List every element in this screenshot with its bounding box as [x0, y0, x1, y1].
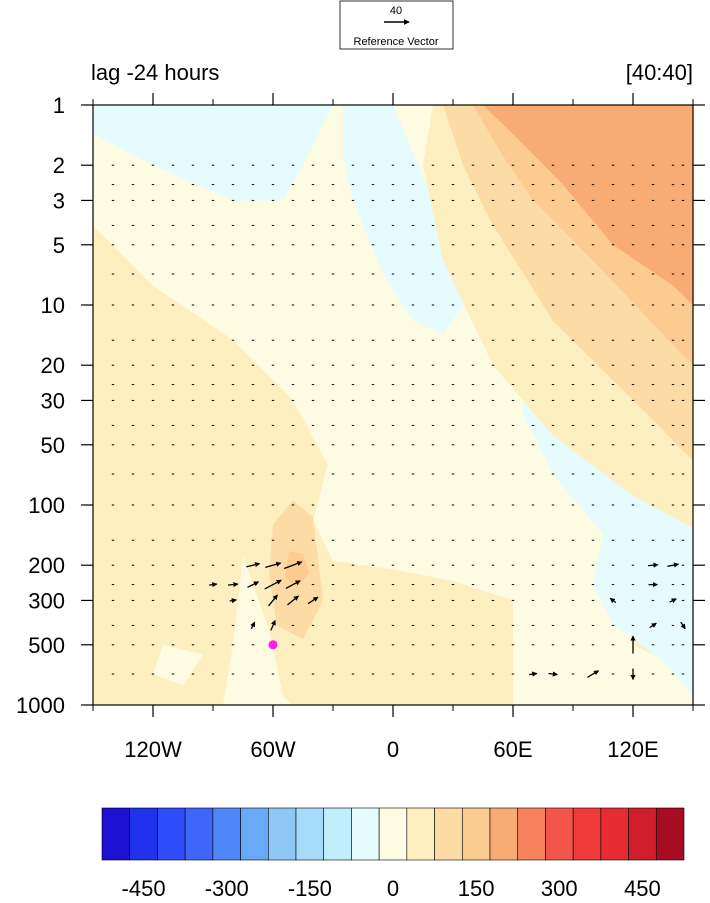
x-tick-label: 120W [124, 737, 182, 762]
wind-vector-arrow [649, 622, 657, 629]
contour-region [223, 556, 293, 705]
y-tick-label: 5 [53, 233, 65, 258]
wind-vector-arrow [669, 598, 677, 604]
y-tick-label: 20 [41, 353, 65, 378]
contour-region [193, 668, 217, 688]
wind-vector-arrow [283, 561, 303, 570]
chart-title-right: [40:40] [626, 60, 693, 85]
x-tick-label: 60W [250, 737, 295, 762]
wind-vector-arrow [307, 596, 319, 605]
wind-vector-arrow [609, 597, 617, 604]
colorbar-tick-label: 300 [541, 876, 578, 898]
colorbar-swatch [434, 807, 463, 861]
wind-vector-arrow [680, 621, 686, 630]
contour-region [93, 105, 333, 201]
colorbar-swatch [212, 807, 241, 861]
marker-layer [268, 640, 278, 650]
y-tick-label: 30 [41, 388, 65, 413]
y-tick-label: 10 [41, 293, 65, 318]
colorbar-swatch [351, 807, 380, 861]
contour-fill-layer [93, 105, 693, 705]
y-tick-label: 500 [28, 633, 65, 658]
wind-vector-arrow [268, 594, 278, 607]
wind-vector-arrow [667, 562, 680, 568]
contour-region [285, 551, 309, 588]
wind-vector-arrow [209, 582, 218, 588]
wind-vector-arrow [529, 671, 538, 677]
wind-vector-arrow [270, 619, 276, 631]
colorbar-swatch [489, 807, 519, 861]
wind-vector-arrow [246, 562, 261, 568]
colorbar: -450 -300 -150 0 150 300 450 [101, 807, 685, 901]
colorbar-swatch [240, 807, 269, 861]
x-tick-label: 0 [387, 737, 399, 762]
wind-vector-arrow [250, 621, 256, 630]
colorbar-swatch [378, 807, 408, 861]
wind-vector-arrow [227, 581, 239, 588]
contour-region [153, 644, 203, 686]
contour-region [93, 105, 693, 705]
y-tick-label: 100 [28, 493, 65, 518]
y-tick-label: 1 [53, 93, 65, 118]
reference-vector-label: Reference Vector [354, 36, 439, 48]
colorbar-tick-label: 450 [624, 876, 661, 898]
reference-vector-legend: 40 Reference Vector [339, 0, 454, 50]
colorbar-swatch [267, 807, 297, 861]
reference-vector-box [339, 0, 454, 50]
colorbar-swatch [101, 807, 131, 861]
wind-vector-arrow [229, 598, 237, 604]
colorbar-swatch [600, 807, 629, 861]
y-tick-label: 1000 [16, 693, 65, 718]
y-tick-label: 2 [53, 153, 65, 178]
x-tick-label: 120E [607, 737, 658, 762]
colorbar-swatch [572, 807, 602, 861]
wind-vector-arrow [647, 562, 659, 568]
y-axis: 1 2 3 5 10 20 30 50 100 200 300 500 1000 [16, 93, 705, 718]
contour-region [343, 105, 463, 335]
colorbar-tick-label: -300 [205, 876, 249, 898]
colorbar-swatch [406, 807, 435, 861]
colorbar-swatch [545, 807, 574, 861]
location-marker [268, 640, 278, 650]
contour-region [483, 105, 693, 305]
colorbar-swatch [628, 807, 657, 861]
colorbar-swatch [184, 807, 214, 861]
colorbar-swatch [461, 807, 491, 861]
wind-vector-layer [111, 164, 686, 681]
y-tick-label: 50 [41, 433, 65, 458]
wind-vector-arrow [587, 670, 600, 678]
colorbar-swatch [655, 807, 685, 861]
colorbar-tick-label: -450 [122, 876, 166, 898]
y-tick-label: 3 [53, 188, 65, 213]
reference-vector-magnitude: 40 [390, 5, 402, 17]
colorbar-swatch [157, 807, 186, 861]
wind-vector-arrow [287, 595, 300, 606]
colorbar-swatch [323, 807, 352, 861]
y-tick-label: 200 [28, 553, 65, 578]
wind-vector-arrow [247, 581, 260, 588]
wind-vector-arrow [548, 671, 559, 677]
wind-vector-arrow [265, 561, 282, 569]
colorbar-tick-label: -150 [288, 876, 332, 898]
chart-title-left: lag -24 hours [91, 60, 219, 85]
x-tick-label: 60E [493, 737, 532, 762]
colorbar-tick-label: 0 [387, 876, 399, 898]
wind-vector-arrow [264, 579, 282, 590]
wind-vector-arrow [285, 580, 301, 590]
y-tick-label: 300 [28, 588, 65, 613]
colorbar-swatch [517, 807, 546, 861]
colorbar-swatch [129, 807, 158, 861]
colorbar-tick-label: 150 [458, 876, 495, 898]
x-axis: 120W 60W 0 60E 120E [92, 93, 694, 762]
colorbar-swatch [295, 807, 325, 861]
contour-region [523, 384, 693, 696]
contour-region [189, 534, 213, 621]
